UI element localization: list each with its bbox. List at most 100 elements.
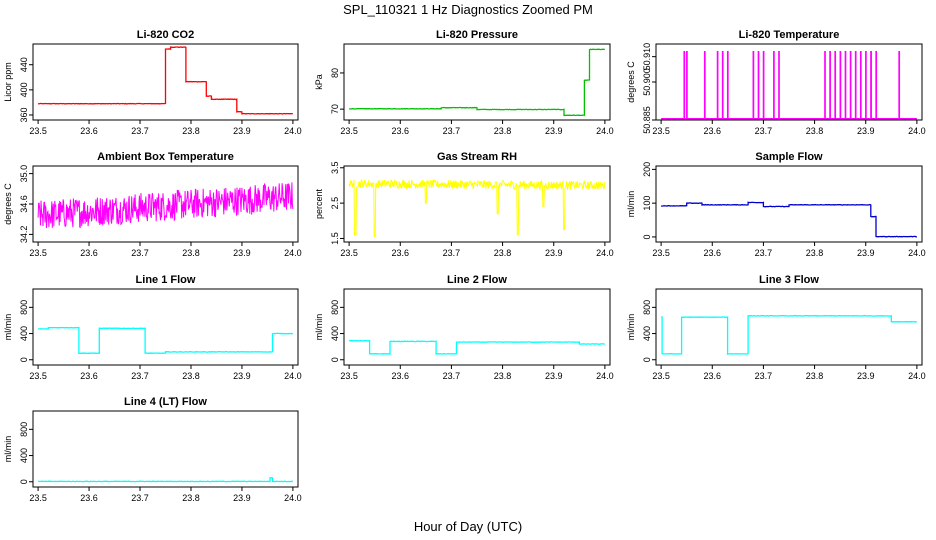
- plot-frame: [655, 288, 923, 366]
- panel-title: Line 2 Flow: [447, 274, 507, 286]
- y-tick-label: 100: [642, 196, 652, 211]
- x-tick-label: 24.0: [596, 126, 614, 136]
- series-line: [348, 178, 606, 238]
- x-tick-label: 23.8: [182, 493, 200, 503]
- x-tick-label: 23.9: [545, 248, 563, 258]
- y-tick-label: 0: [642, 357, 652, 362]
- x-tick-label: 24.0: [284, 493, 302, 503]
- plot-frame: [32, 288, 299, 366]
- panel-li-820-co2: Li-820 CO2 23.5 23.6 23.7 23.8 23.9 24.0 360 400…: [3, 29, 302, 136]
- x-tick-label: 23.9: [233, 493, 251, 503]
- panel-title: Sample Flow: [755, 151, 823, 163]
- y-axis-label: Licor ppm: [3, 62, 13, 102]
- y-tick-label: 0: [19, 357, 29, 362]
- x-tick-label: 24.0: [596, 248, 614, 258]
- y-tick-label: 440: [19, 57, 29, 72]
- panels-group: Li-820 CO2 23.5 23.6 23.7 23.8 23.9 24.0 360 400…: [3, 29, 926, 503]
- y-axis-label: ml/min: [314, 314, 324, 341]
- x-tick-label: 23.8: [494, 248, 512, 258]
- x-tick-label: 23.6: [704, 126, 722, 136]
- y-axis-label: ml/min: [626, 191, 636, 218]
- y-tick-label: 34.6: [19, 195, 29, 213]
- y-tick-label: 0: [19, 479, 29, 484]
- x-tick-label: 23.8: [182, 371, 200, 381]
- x-tick-label: 23.6: [80, 371, 98, 381]
- x-tick-label: 23.5: [652, 126, 670, 136]
- panel-line-4-lt-flow: Line 4 (LT) Flow 23.5 23.6 23.7 23.8 23.9 24.0…: [3, 396, 302, 503]
- panel-title: Li-820 CO2: [137, 29, 194, 41]
- x-tick-label: 23.8: [182, 248, 200, 258]
- panel-title: Li-820 Pressure: [436, 29, 518, 41]
- series-line: [38, 326, 294, 355]
- y-axis-label: ml/min: [626, 314, 636, 341]
- panel-title: Line 4 (LT) Flow: [124, 396, 207, 408]
- x-tick-label: 23.7: [755, 371, 773, 381]
- x-tick-label: 24.0: [284, 371, 302, 381]
- x-tick-label: 23.6: [392, 248, 410, 258]
- series-line: [37, 46, 293, 115]
- y-tick-label: 800: [19, 422, 29, 437]
- panel-li-820-temperature: Li-820 Temperature 23.5 23.6 23.7 23.8 23.9 24…: [626, 29, 926, 136]
- series-line: [348, 339, 606, 355]
- panel-gas-stream-rh: Gas Stream RH 23.5 23.6 23.7 23.8 23.9 24.0 1.5…: [314, 151, 614, 258]
- x-tick-label: 23.7: [131, 371, 149, 381]
- y-tick-label: 400: [642, 326, 652, 341]
- y-tick-label: 400: [19, 82, 29, 97]
- panel-title: Li-820 Temperature: [739, 29, 840, 41]
- x-tick-label: 23.5: [340, 126, 358, 136]
- y-tick-label: 400: [330, 326, 340, 341]
- y-tick-label: 70: [330, 104, 340, 114]
- y-tick-label: 1.5: [330, 232, 340, 245]
- panel-line-1-flow: Line 1 Flow 23.5 23.6 23.7 23.8 23.9 24.0 0 400 8…: [3, 274, 302, 381]
- plot-frame: [343, 165, 611, 243]
- x-tick-label: 23.7: [131, 248, 149, 258]
- series-line: [37, 182, 294, 229]
- y-axis-label: percent: [314, 188, 324, 219]
- y-tick-label: 50.885: [642, 106, 652, 134]
- series-line: [349, 48, 605, 117]
- x-tick-label: 23.7: [131, 126, 149, 136]
- x-tick-label: 24.0: [284, 126, 302, 136]
- y-tick-label: 800: [19, 300, 29, 315]
- x-tick-label: 24.0: [908, 126, 926, 136]
- x-tick-label: 23.7: [443, 248, 461, 258]
- y-tick-label: 50.900: [642, 68, 652, 96]
- x-tick-label: 23.7: [443, 371, 461, 381]
- figure-xlabel: Hour of Day (UTC): [414, 519, 522, 534]
- y-axis-label: ml/min: [3, 314, 13, 341]
- x-tick-label: 23.9: [857, 371, 875, 381]
- panel-title: Line 3 Flow: [759, 274, 819, 286]
- panel-ambient-box-temperature: Ambient Box Temperature 23.5 23.6 23.7 23.8 2…: [3, 151, 302, 258]
- x-tick-label: 23.9: [857, 248, 875, 258]
- panel-line-2-flow: Line 2 Flow 23.5 23.6 23.7 23.8 23.9 24.0 0 400 8…: [314, 274, 614, 381]
- x-tick-label: 24.0: [908, 371, 926, 381]
- x-tick-label: 23.6: [392, 371, 410, 381]
- x-tick-label: 23.7: [755, 248, 773, 258]
- x-tick-label: 23.6: [80, 248, 98, 258]
- y-tick-label: 400: [19, 448, 29, 463]
- y-axis-label: degrees C: [3, 183, 13, 225]
- x-tick-label: 23.7: [755, 126, 773, 136]
- panel-li-820-pressure: Li-820 Pressure 23.5 23.6 23.7 23.8 23.9 24.0 7…: [314, 29, 614, 136]
- y-tick-label: 400: [19, 326, 29, 341]
- x-tick-label: 23.9: [857, 126, 875, 136]
- x-tick-label: 23.5: [29, 371, 47, 381]
- x-tick-label: 23.9: [233, 126, 251, 136]
- plot-frame: [343, 43, 611, 121]
- panel-line-3-flow: Line 3 Flow 23.5 23.6 23.7 23.8 23.9 24.0 0 400 8…: [626, 274, 926, 381]
- x-tick-label: 23.6: [704, 248, 722, 258]
- panel-title: Gas Stream RH: [437, 151, 517, 163]
- x-tick-label: 23.7: [131, 493, 149, 503]
- y-tick-label: 800: [642, 300, 652, 315]
- panel-title: Ambient Box Temperature: [97, 151, 234, 163]
- series-line: [660, 201, 917, 238]
- x-tick-label: 23.6: [392, 126, 410, 136]
- plot-frame: [32, 43, 299, 121]
- panel-title: Line 1 Flow: [136, 274, 196, 286]
- y-tick-label: 34.2: [19, 226, 29, 244]
- x-tick-label: 23.8: [806, 248, 824, 258]
- y-tick-label: 200: [642, 162, 652, 177]
- x-tick-label: 23.6: [704, 371, 722, 381]
- y-axis-label: ml/min: [3, 436, 13, 463]
